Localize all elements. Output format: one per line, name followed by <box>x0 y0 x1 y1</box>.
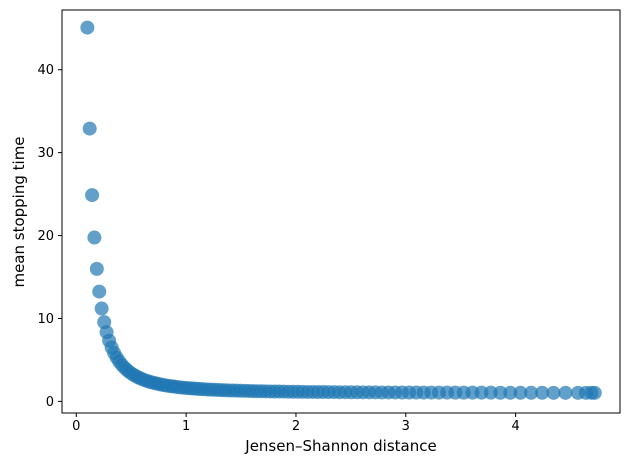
scatter-point <box>87 230 102 245</box>
scatter-point <box>503 385 518 400</box>
scatter-point <box>493 385 508 400</box>
plot-spines <box>61 9 621 414</box>
x-tick-label: 1 <box>182 419 190 434</box>
x-axis-label: Jensen–Shannon distance <box>245 437 437 455</box>
y-tick-label: 10 <box>37 312 54 327</box>
x-tick-label: 0 <box>72 419 80 434</box>
y-axis-label: mean stopping time <box>10 136 28 288</box>
scatter-point <box>587 385 602 400</box>
scatter-point <box>82 121 97 136</box>
x-tick-label: 2 <box>292 419 300 434</box>
y-tick-label: 0 <box>46 395 54 410</box>
scatter-point <box>80 20 95 35</box>
x-tick-label: 4 <box>512 419 520 434</box>
y-tick-label: 20 <box>37 229 54 244</box>
scatter-point <box>546 385 561 400</box>
scatter-point <box>92 284 107 299</box>
scatter-point <box>85 188 100 203</box>
scatter-point <box>89 261 104 276</box>
y-tick-label: 30 <box>37 146 54 161</box>
scatter-point <box>524 385 539 400</box>
scatter-point <box>558 385 573 400</box>
scatter-point <box>535 385 550 400</box>
x-tick-label: 3 <box>402 419 410 434</box>
y-tick-label: 40 <box>37 63 54 78</box>
scatter-point <box>513 385 528 400</box>
scatter-point <box>94 301 109 316</box>
